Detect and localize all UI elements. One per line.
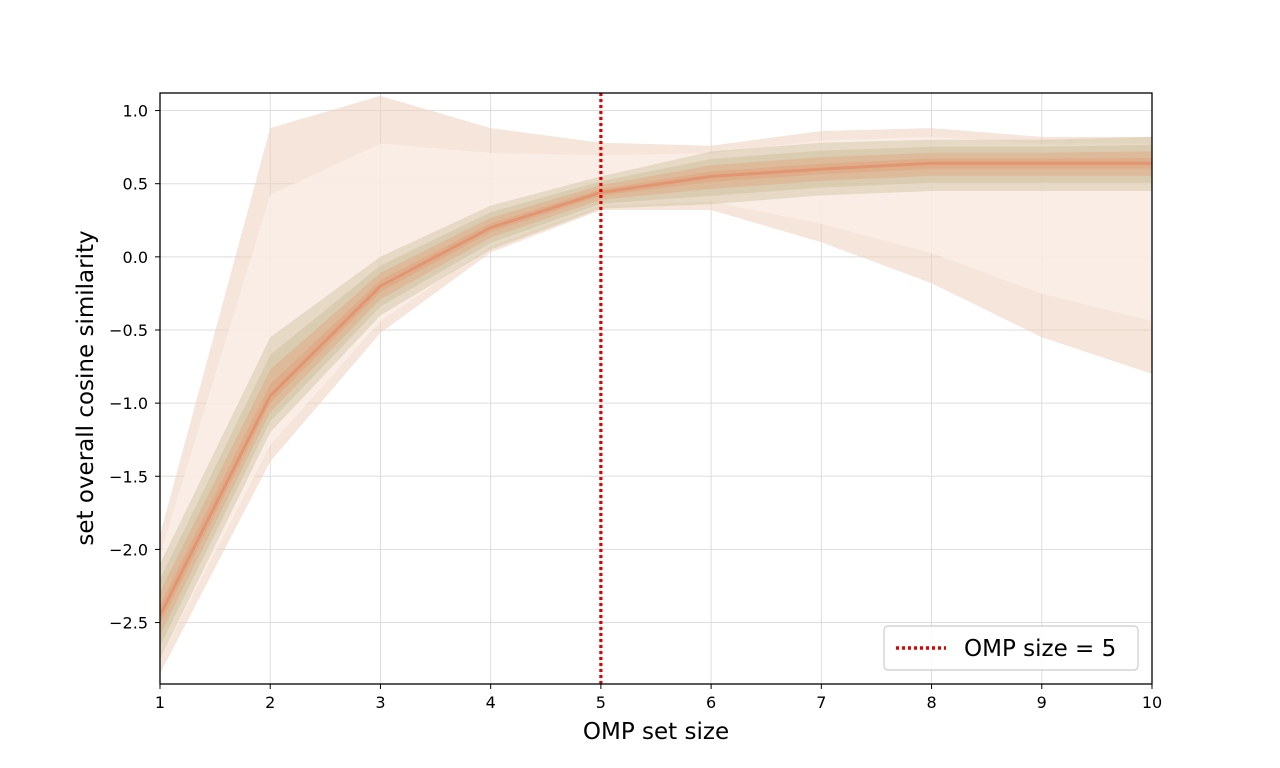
x-tick-label: 7: [816, 693, 826, 712]
x-tick-label: 4: [486, 693, 496, 712]
y-tick-label: −1.0: [109, 394, 148, 413]
x-tick-label: 6: [706, 693, 716, 712]
y-tick-label: 0.0: [123, 248, 148, 267]
x-tick-label: 8: [926, 693, 936, 712]
ticks: 1 2 3 4 5 6 7 8 9 10 1.0 0.5 0.0 −0.5 −1.0 −1.5 −2.0 −2.5: [109, 102, 1162, 712]
inner-glow-band: [160, 136, 1152, 660]
y-axis-label: set overall cosine similarity: [73, 230, 99, 545]
x-tick-label: 5: [596, 693, 606, 712]
y-tick-label: −2.5: [109, 614, 148, 633]
legend: OMP size = 5: [883, 625, 1139, 671]
core-band: [160, 158, 1152, 624]
core-band: [160, 136, 1152, 660]
x-tick-label: 9: [1037, 693, 1047, 712]
x-tick-label: 10: [1142, 693, 1162, 712]
x-tick-label: 3: [375, 693, 385, 712]
y-tick-label: 0.5: [123, 175, 148, 194]
y-tick-label: −0.5: [109, 321, 148, 340]
y-tick-label: −1.5: [109, 467, 148, 486]
y-tick-label: 1.0: [123, 102, 148, 121]
y-tick-label: −2.0: [109, 540, 148, 559]
x-axis-label: OMP set size: [583, 719, 729, 745]
x-tick-label: 2: [265, 693, 275, 712]
x-tick-label: 1: [155, 693, 165, 712]
median-line: [160, 161, 1152, 616]
plot-frame: [159, 92, 1153, 685]
legend-label: OMP size = 5: [964, 636, 1116, 662]
legend-frame: [883, 625, 1139, 671]
data-bands: [160, 95, 1152, 674]
